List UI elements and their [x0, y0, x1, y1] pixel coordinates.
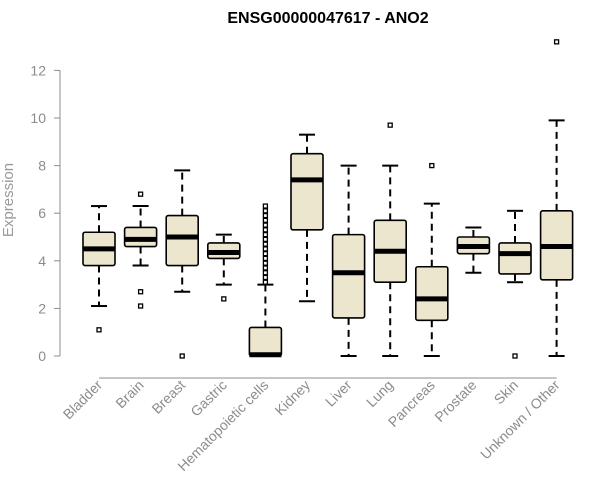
box-pancreas	[414, 162, 449, 357]
outlier-point	[137, 289, 144, 295]
y-tick-label: 12	[30, 62, 46, 78]
iqr-box	[248, 326, 283, 357]
outlier-point	[179, 353, 185, 359]
outlier-point	[512, 353, 518, 359]
y-tick-label: 4	[38, 253, 46, 269]
outlier-point	[262, 212, 269, 219]
outlier-point	[137, 191, 144, 197]
boxplot-series	[82, 39, 574, 359]
iqr-box	[290, 152, 324, 231]
x-tick-label: Liver	[322, 377, 355, 410]
outlier-point	[221, 296, 227, 302]
outlier-point	[262, 208, 269, 214]
iqr-box	[414, 265, 449, 322]
x-tick-label: Skin	[491, 377, 522, 408]
y-tick-label: 2	[38, 300, 46, 316]
chart-title: ENSG00000047617 - ANO2	[227, 10, 428, 27]
outlier-point	[262, 279, 269, 285]
iqr-box	[498, 242, 532, 275]
y-tick-label: 8	[38, 158, 46, 174]
outlier-point	[96, 327, 102, 333]
outlier-point	[262, 265, 269, 271]
y-axis-label: Expression	[0, 163, 17, 237]
outlier-point	[262, 246, 269, 252]
x-tick-label: Brain	[112, 377, 146, 411]
outlier-point	[262, 222, 269, 228]
x-tick-label: Kidney	[272, 377, 314, 419]
outlier-point	[262, 236, 269, 243]
box-bladder	[82, 205, 116, 333]
axes: 0 2 4 6 8 10 12	[30, 62, 557, 379]
box-brain	[123, 191, 158, 309]
box-hematopoietic-cells	[248, 203, 283, 358]
x-tick-label: Bladder	[60, 377, 106, 423]
outlier-point	[262, 260, 269, 266]
outlier-point	[262, 241, 269, 247]
box-gastric	[207, 233, 241, 302]
outlier-point	[262, 231, 269, 238]
outlier-point	[262, 274, 269, 281]
outlier-point	[137, 303, 144, 309]
outlier-point	[262, 251, 269, 257]
x-tick-label: Breast	[148, 377, 188, 417]
outlier-point	[553, 39, 560, 45]
iqr-box	[331, 233, 366, 319]
box-unknown-other	[539, 39, 574, 357]
y-tick-label: 0	[38, 348, 46, 364]
box-lung	[373, 122, 408, 357]
box-skin	[498, 209, 532, 359]
outlier-point	[262, 270, 269, 276]
outlier-point	[262, 255, 269, 262]
outlier-point	[262, 203, 269, 209]
outlier-point	[429, 162, 435, 169]
iqr-box	[165, 214, 199, 267]
outlier-point	[262, 217, 269, 223]
x-tick-label: Unknown / Other	[477, 377, 563, 463]
y-tick-label: 10	[30, 110, 46, 126]
x-tick-label: Lung	[363, 377, 396, 410]
box-breast	[165, 169, 199, 359]
box-liver	[331, 164, 366, 357]
outlier-point	[387, 122, 393, 128]
y-tick-label: 6	[38, 205, 46, 221]
box-prostate	[456, 226, 491, 274]
x-tick-label: Prostate	[431, 377, 479, 425]
box-kidney	[290, 133, 324, 303]
outlier-point	[262, 227, 269, 233]
